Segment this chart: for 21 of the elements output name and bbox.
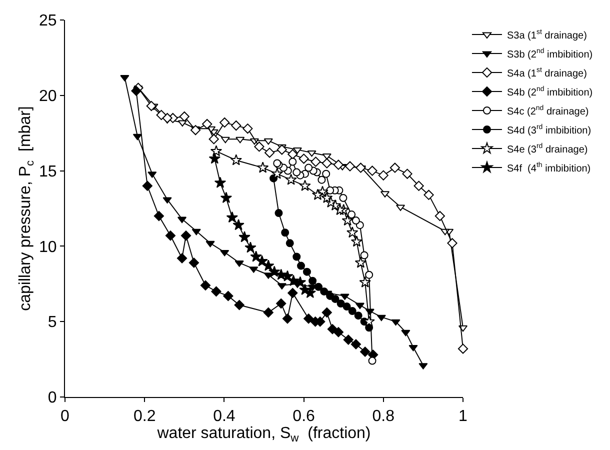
y-tick-label: 25 — [39, 12, 57, 30]
y-tick-label: 0 — [48, 390, 57, 407]
legend-label: S4a (1$^{st}$ drainage) — [506, 67, 587, 80]
legend-label: S4e (3$^{rd}$ drainage) — [506, 142, 588, 156]
legend-label: S3b (2$^{nd}$ imbibition) — [506, 47, 593, 60]
legend-label: S4f (4$^{th}$ imbibition) — [506, 161, 591, 174]
x-tick-label: 0.2 — [133, 408, 156, 426]
x-axis-title: water saturation, S$_{w}$ (fraction) — [156, 425, 371, 445]
y-tick-label: 20 — [39, 88, 57, 105]
legend-label: S4b (2$^{nd}$ imbibition) — [506, 85, 593, 98]
x-tick-label: 0 — [60, 408, 70, 426]
x-tick-label: 1 — [458, 408, 468, 426]
y-tick-label: 10 — [39, 238, 57, 256]
x-tick-label: 0.8 — [372, 408, 395, 426]
y-tick-label: 5 — [48, 314, 57, 332]
x-tick-label: 0.4 — [213, 408, 236, 426]
x-tick-label: 0.6 — [292, 408, 316, 426]
legend-label: S4d (3$^{rd}$ imbibition) — [506, 123, 592, 136]
legend-label: S3a (1$^{st}$ drainage) — [506, 29, 587, 42]
legend-label: S4c (2$^{nd}$ drainage) — [506, 104, 589, 118]
y-tick-label: 15 — [39, 163, 57, 180]
